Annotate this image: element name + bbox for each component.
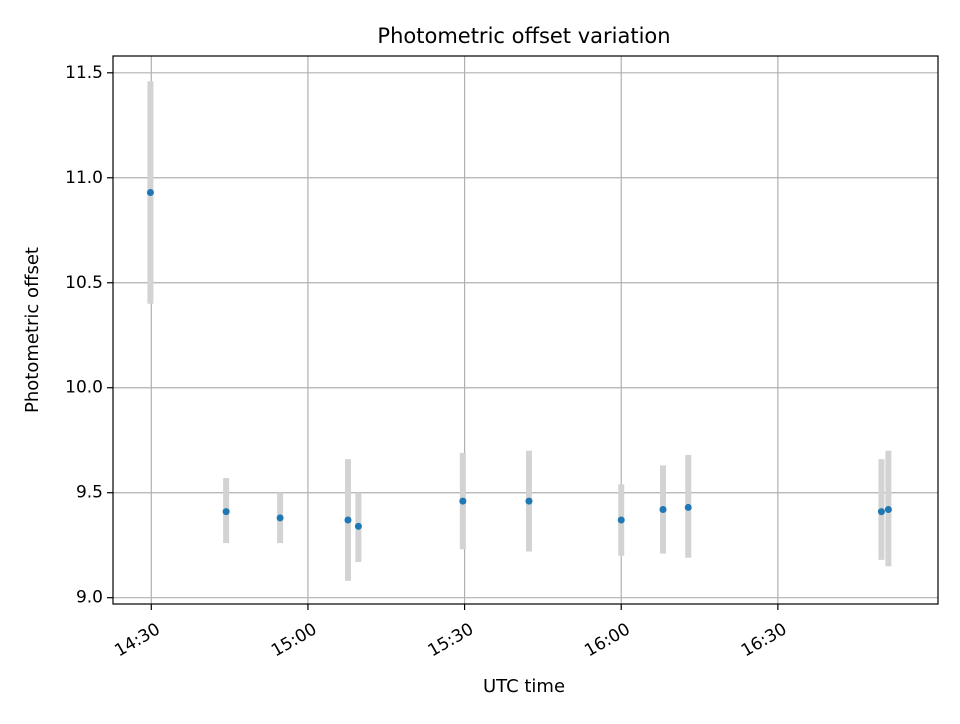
data-point [459,497,467,505]
y-tick-label: 10.0 [65,378,103,398]
data-point [525,497,533,505]
y-tick-label: 9.0 [76,588,103,608]
point-layer [146,188,892,530]
data-point [354,522,362,530]
y-axis-label: Photometric offset [22,247,43,413]
data-point [684,503,692,511]
data-point [146,188,154,196]
data-point [884,506,892,514]
y-tick-label: 11.5 [65,63,103,83]
data-point [222,508,230,516]
y-tick-label: 9.5 [76,483,103,503]
data-point [617,516,625,524]
plot-frame [112,55,939,605]
x-axis-label: UTC time [483,676,565,697]
chart-title: Photometric offset variation [377,24,670,48]
y-tick-label: 10.5 [65,273,103,293]
data-point [877,508,885,516]
data-point [276,514,284,522]
grid-layer [113,56,938,604]
data-point [659,506,667,514]
y-tick-label: 11.0 [65,168,103,188]
data-point [344,516,352,524]
